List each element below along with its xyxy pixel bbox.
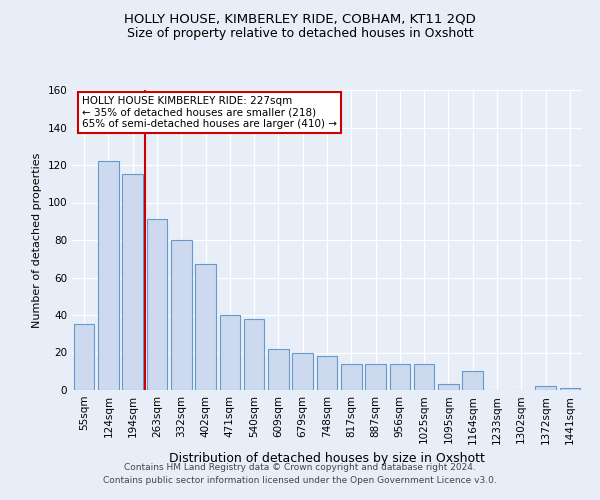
Text: HOLLY HOUSE, KIMBERLEY RIDE, COBHAM, KT11 2QD: HOLLY HOUSE, KIMBERLEY RIDE, COBHAM, KT1… [124, 12, 476, 26]
Y-axis label: Number of detached properties: Number of detached properties [32, 152, 42, 328]
Text: Contains HM Land Registry data © Crown copyright and database right 2024.: Contains HM Land Registry data © Crown c… [124, 464, 476, 472]
Bar [560, 388, 580, 390]
Bar [535, 386, 556, 390]
Bar [220, 315, 240, 390]
Bar [122, 174, 143, 390]
Text: HOLLY HOUSE KIMBERLEY RIDE: 227sqm
← 35% of detached houses are smaller (218)
65: HOLLY HOUSE KIMBERLEY RIDE: 227sqm ← 35%… [82, 96, 337, 129]
Bar [195, 264, 216, 390]
Bar [268, 349, 289, 390]
Bar [317, 356, 337, 390]
Bar [365, 364, 386, 390]
Text: Size of property relative to detached houses in Oxshott: Size of property relative to detached ho… [127, 28, 473, 40]
Bar [74, 324, 94, 390]
Bar [438, 384, 459, 390]
Bar [463, 371, 483, 390]
Bar [171, 240, 191, 390]
Bar [341, 364, 362, 390]
Bar [292, 352, 313, 390]
Bar [244, 319, 265, 390]
X-axis label: Distribution of detached houses by size in Oxshott: Distribution of detached houses by size … [169, 452, 485, 465]
Bar [146, 220, 167, 390]
Text: Contains public sector information licensed under the Open Government Licence v3: Contains public sector information licen… [103, 476, 497, 485]
Bar [98, 161, 119, 390]
Bar [414, 364, 434, 390]
Bar [389, 364, 410, 390]
